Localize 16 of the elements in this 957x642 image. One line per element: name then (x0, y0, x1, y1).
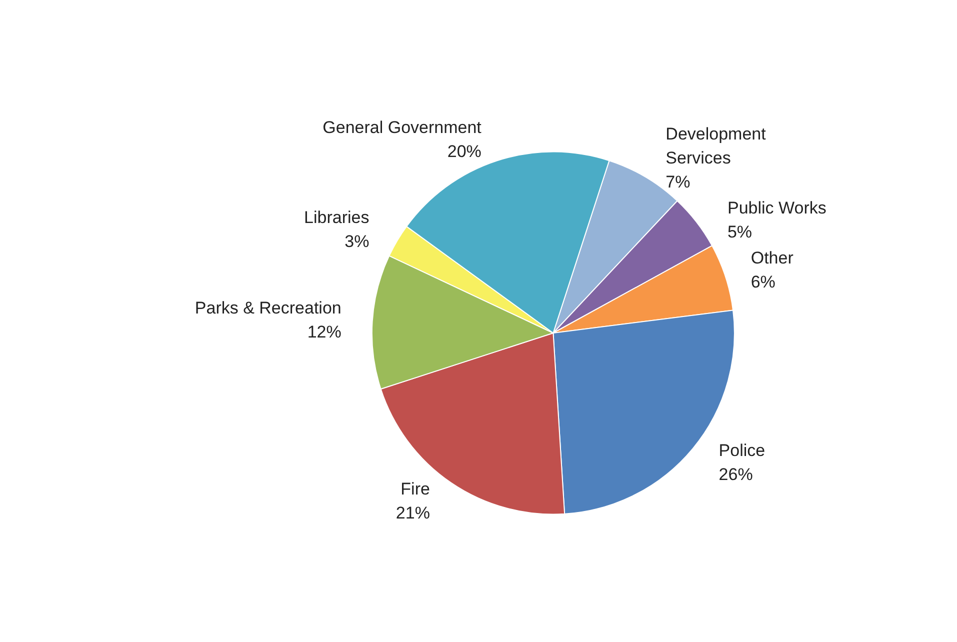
slice-label: Development Services (666, 124, 771, 168)
slice-label: General Government (322, 118, 482, 138)
slice-label: Public Works (727, 198, 826, 218)
data-label: 12% (307, 322, 342, 342)
slice-label: Other (750, 248, 794, 268)
data-label: 26% (718, 465, 753, 484)
data-label: 7% (666, 172, 690, 192)
data-label: 6% (750, 272, 776, 292)
slice-label: Fire (400, 480, 430, 499)
data-label: 20% (447, 142, 482, 162)
slice-label: Parks & Recreation (194, 298, 342, 318)
data-label: 3% (344, 232, 370, 252)
data-label: 5% (727, 222, 752, 242)
data-label: 21% (396, 504, 430, 523)
slice-label: Police (718, 441, 766, 460)
slice-label: Libraries (304, 208, 370, 228)
